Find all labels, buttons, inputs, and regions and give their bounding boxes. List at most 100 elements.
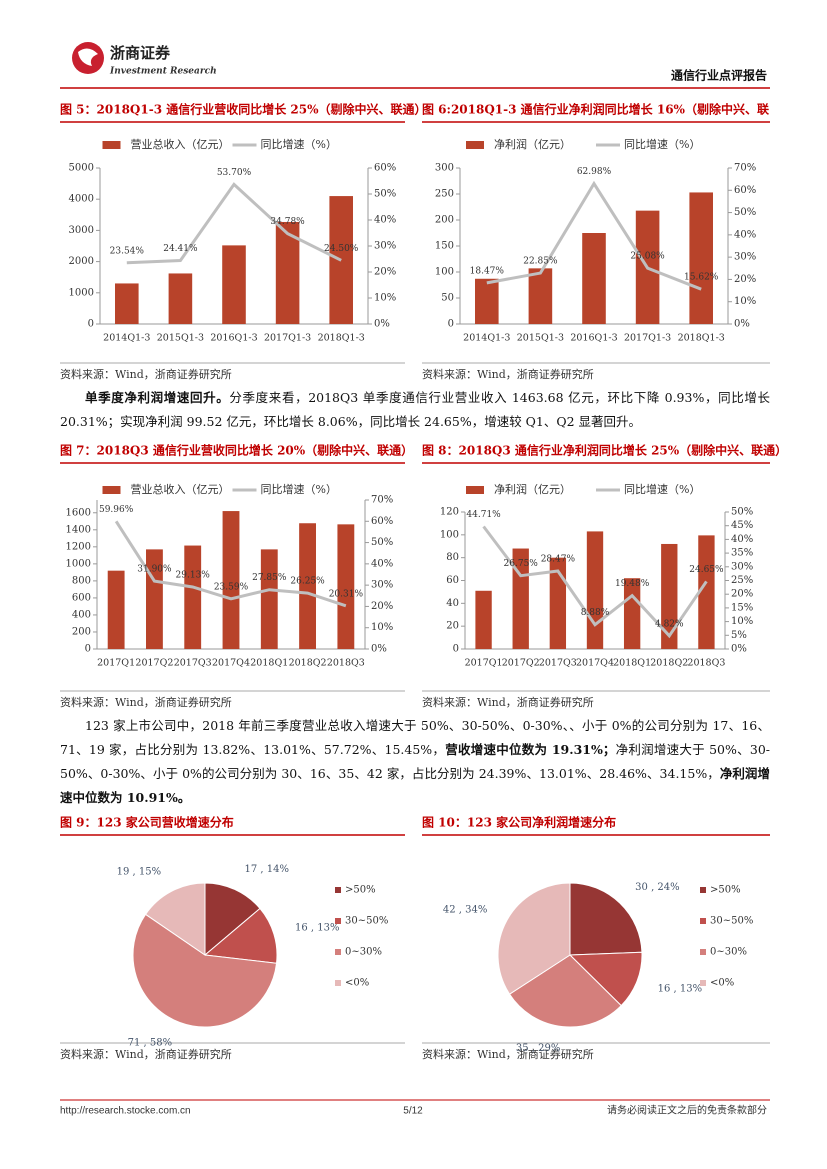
- y-tick-label: 0: [88, 319, 94, 330]
- y2-tick-label: 45%: [731, 520, 753, 531]
- x-tick-label: 2018Q1: [613, 658, 651, 669]
- footer-page: 5/12: [403, 1106, 423, 1117]
- logo-sub: Investment Research: [109, 67, 217, 77]
- bar: [337, 524, 355, 649]
- bar: [222, 245, 246, 324]
- logo-name: 浙商证券: [110, 44, 171, 62]
- y-tick-label: 0: [448, 319, 454, 330]
- legend-label: 营业总收入（亿元）: [131, 137, 230, 151]
- text-run: 净利润增速中位数为 10.91%。: [60, 766, 770, 805]
- bar: [168, 273, 193, 324]
- y-tick-label: 1000: [66, 558, 91, 569]
- y2-tick-label: 30%: [374, 241, 396, 252]
- y2-tick-label: 30%: [731, 561, 753, 572]
- legend-label: 0~30%: [710, 947, 747, 958]
- bar: [689, 192, 713, 324]
- pie-slice: [497, 882, 571, 995]
- y-tick-label: 0: [453, 644, 459, 655]
- x-tick-label: 2017Q1: [97, 658, 135, 669]
- y-tick-label: 150: [435, 241, 454, 252]
- data-label: 24.50%: [324, 244, 359, 254]
- pie-slice: [144, 882, 206, 956]
- legend-swatch: [335, 918, 341, 924]
- figure-source: 资料来源：Wind，浙商证券研究所: [60, 695, 232, 709]
- bar: [528, 268, 553, 324]
- data-label: 35 , 29%: [516, 1043, 561, 1054]
- pie-slice: [203, 907, 278, 964]
- x-tick-label: 2018Q3: [687, 658, 725, 669]
- figure-caption: 图 8：2018Q3 通信行业净利润同比增长 25%（剔除中兴、联通）: [422, 443, 787, 458]
- data-label: 20.31%: [329, 589, 364, 599]
- x-tick-label: 2017Q4: [212, 658, 250, 669]
- y2-tick-label: 25%: [731, 575, 753, 586]
- legend-label: 同比增速（%）: [261, 482, 337, 496]
- x-tick-label: 2017Q1: [465, 658, 503, 669]
- y-tick-label: 4000: [69, 194, 94, 205]
- legend-swatch: [700, 918, 706, 924]
- y2-tick-label: 10%: [371, 622, 393, 633]
- logo: [72, 42, 104, 74]
- bar: [512, 548, 529, 649]
- legend-label: 30~50%: [710, 916, 753, 927]
- y2-tick-label: 50%: [731, 507, 753, 518]
- bar: [661, 543, 678, 649]
- y-tick-label: 200: [72, 626, 91, 637]
- y2-tick-label: 60%: [374, 163, 396, 174]
- data-label: 24.41%: [163, 244, 198, 254]
- figure-caption: 图 10：123 家公司净利润增速分布: [422, 815, 616, 830]
- data-label: 62.98%: [577, 167, 612, 177]
- y2-tick-label: 30%: [371, 580, 393, 591]
- y2-tick-label: 20%: [731, 589, 753, 600]
- text-run: 营收增速中位数为 19.31%；: [445, 742, 616, 757]
- x-tick-label: 2018Q1: [250, 658, 288, 669]
- text-run: 分季度来看，2018Q3 单季度通信行业营业收入 1463.68 亿元，环比下降…: [60, 390, 770, 429]
- y2-tick-label: 10%: [734, 296, 756, 307]
- pie-slice: [568, 951, 643, 1007]
- data-label: 24.65%: [689, 565, 724, 575]
- legend-label: >50%: [345, 885, 376, 896]
- logo-mark: [78, 48, 98, 66]
- figure-source: 资料来源：Wind，浙商证券研究所: [422, 1047, 594, 1061]
- figure-source: 资料来源：Wind，浙商证券研究所: [60, 367, 232, 381]
- x-tick-label: 2014Q1-3: [103, 333, 150, 344]
- data-label: 28.47%: [541, 554, 576, 564]
- bar: [107, 570, 125, 649]
- legend-label: 净利润（亿元）: [494, 137, 571, 151]
- legend-label: 0~30%: [345, 947, 382, 958]
- data-label: 29.13%: [176, 570, 211, 580]
- y2-tick-label: 0%: [731, 644, 747, 655]
- data-label: 26.75%: [504, 559, 539, 569]
- x-tick-label: 2015Q1-3: [517, 333, 564, 344]
- y2-tick-label: 50%: [371, 537, 393, 548]
- data-label: 59.96%: [99, 505, 134, 515]
- bar: [549, 557, 567, 649]
- x-tick-label: 2017Q4: [576, 658, 614, 669]
- x-tick-label: 2017Q3: [174, 658, 212, 669]
- footer-disclaimer: 请务必阅读正文之后的免责条款部分: [607, 1104, 767, 1117]
- y-tick-label: 0: [85, 644, 91, 655]
- y2-tick-label: 20%: [371, 601, 393, 612]
- text-run: 123 家上市公司中，2018 年前三季度营业总收入增速大于 50%、30-50…: [60, 718, 770, 757]
- data-label: 31.90%: [137, 565, 172, 575]
- legend-label: 30~50%: [345, 916, 388, 927]
- x-tick-label: 2017Q2: [502, 658, 540, 669]
- legend-swatch: [102, 141, 121, 149]
- line: [486, 180, 702, 291]
- y2-tick-label: 70%: [734, 163, 756, 174]
- legend-swatch: [335, 949, 341, 955]
- y2-tick-label: 5%: [731, 630, 747, 641]
- bar: [260, 549, 278, 649]
- y-tick-label: 1200: [66, 541, 91, 552]
- x-tick-label: 2018Q2: [650, 658, 688, 669]
- legend-label: <0%: [710, 978, 734, 989]
- text-run: 净利润增速大于 50%、30-50%、0-30%、小于 0%的公司分别为 30、…: [60, 742, 770, 781]
- pie-slice: [508, 954, 622, 1028]
- data-label: 34.78%: [270, 217, 305, 227]
- y-tick-label: 200: [435, 215, 454, 226]
- bar: [475, 590, 492, 649]
- y2-tick-label: 0%: [734, 319, 750, 330]
- y2-tick-label: 60%: [734, 185, 756, 196]
- legend-swatch: [335, 980, 341, 986]
- y2-tick-label: 70%: [371, 495, 393, 506]
